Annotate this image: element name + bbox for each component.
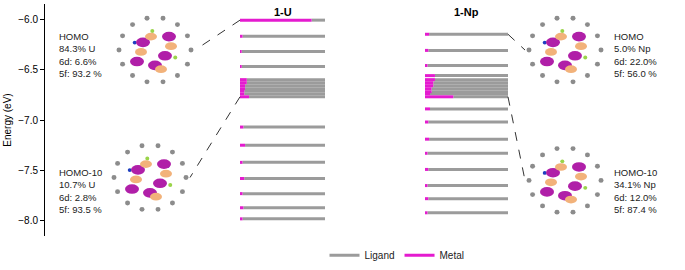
svg-text:1-U: 1-U <box>274 6 292 18</box>
svg-text:−7.0: −7.0 <box>18 115 38 126</box>
svg-text:−6.5: −6.5 <box>18 64 38 75</box>
svg-text:−6.0: −6.0 <box>18 14 38 25</box>
svg-text:HOMO5.0% Np6d: 22.0%5f: 56.0 %: HOMO5.0% Np6d: 22.0%5f: 56.0 % <box>614 31 657 79</box>
svg-text:HOMO-1010.7% U6d: 2.8%5f: 93.5: HOMO-1010.7% U6d: 2.8%5f: 93.5 % <box>59 167 102 215</box>
svg-text:Ligand: Ligand <box>365 250 395 261</box>
svg-text:HOMO84.3% U6d: 6.6%5f: 93.2 %: HOMO84.3% U6d: 6.6%5f: 93.2 % <box>59 31 102 79</box>
svg-text:Metal: Metal <box>440 250 464 261</box>
svg-text:−8.0: −8.0 <box>18 215 38 226</box>
svg-text:1-Np: 1-Np <box>454 6 479 18</box>
svg-text:Energy (eV): Energy (eV) <box>2 93 13 146</box>
svg-text:−7.5: −7.5 <box>18 165 38 176</box>
svg-text:HOMO-1034.1% Np6d: 12.0%5f: 87: HOMO-1034.1% Np6d: 12.0%5f: 87.4 % <box>614 167 657 215</box>
